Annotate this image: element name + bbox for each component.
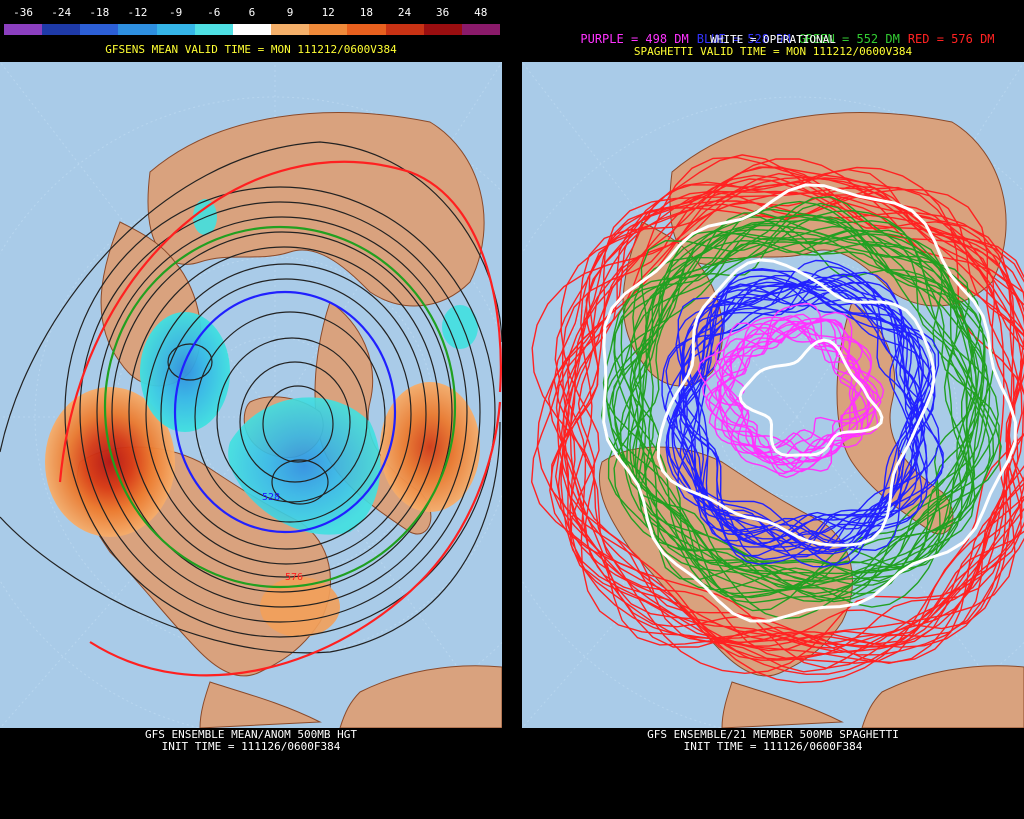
ensemble-member-contour: [713, 319, 885, 473]
right-footer-line1: GFS ENSEMBLE/21 MEMBER 500MB SPAGHETTI: [647, 728, 899, 741]
colorbar-swatch: [271, 24, 310, 35]
panel-divider: [502, 0, 522, 819]
ensemble-member-contour: [560, 181, 1024, 654]
ensemble-member-contour: [634, 224, 977, 575]
ensemble-member-contour: [697, 302, 871, 465]
colorbar-swatch: [42, 24, 81, 35]
colorbar-label: -36: [13, 6, 33, 19]
ensemble-member-contour: [656, 258, 936, 547]
contour-label-528: 528: [262, 492, 280, 503]
colorbar-label: 36: [435, 6, 450, 19]
colorbar-swatches: [4, 24, 501, 35]
colorbar-labels: -36 -24 -18 -12 -9 -6 6 9 12 18 24 36 48: [4, 6, 500, 20]
colorbar-label: -6: [207, 6, 221, 19]
legend-purple: PURPLE = 498 DM: [580, 32, 689, 46]
colorbar-label: -9: [169, 6, 183, 19]
contour-552: [103, 225, 457, 589]
spaghetti-map: [522, 62, 1024, 728]
legend-red: RED = 576 DM: [907, 32, 995, 46]
colorbar-label: -18: [89, 6, 110, 19]
right-valid-time-title: SPAGHETTI VALID TIME = MON 111212/0600V3…: [633, 45, 913, 58]
ensemble-member-contour: [629, 241, 968, 591]
left-footer-line2: INIT TIME = 111126/0600F384: [161, 740, 341, 753]
ensemble-mean-panel: -36 -24 -18 -12 -9 -6 6 9 12 18 24 36 48 GFSENS MEAN…: [0, 0, 502, 819]
colorbar-swatch: [4, 24, 43, 35]
ensemble-member-contour: [714, 311, 864, 449]
colorbar-label: 9: [286, 6, 294, 19]
colorbar-label: -24: [51, 6, 72, 19]
contour-label-576: 576: [285, 572, 303, 583]
contour-576: [58, 160, 502, 483]
ensemble-member-contour: [577, 194, 1024, 648]
colorbar-swatch: [232, 24, 272, 35]
spaghetti-legend: PURPLE = 498 DM BLUE = 528 DM GREEN = 552 …: [522, 18, 1024, 60]
ensemble-member-contour: [613, 214, 991, 603]
anomaly-colorbar: -36 -24 -18 -12 -9 -6 6 9 12 18 24 36 48: [4, 6, 501, 36]
ensemble-member-contour: [721, 317, 875, 461]
legend-blue: BLUE = 528 DM: [696, 32, 791, 46]
colorbar-swatch: [80, 24, 119, 35]
ensemble-member-contour: [716, 318, 879, 473]
spaghetti-498-members: [697, 302, 885, 479]
colorbar-swatch: [385, 24, 424, 35]
ensemble-member-contour: [530, 154, 1024, 664]
left-valid-time-title: GFSENS MEAN VALID TIME = MON 111212/0600…: [105, 43, 397, 56]
spaghetti-panel: PURPLE = 498 DM BLUE = 528 DM GREEN = 552 …: [522, 0, 1024, 819]
legend-green: GREEN = 552 DM: [798, 32, 900, 46]
ensemble-member-contour: [678, 281, 929, 548]
colorbar-swatch: [118, 24, 157, 35]
ensemble-member-contour: [675, 281, 923, 545]
ensemble-member-contour: [569, 200, 1015, 648]
contour-576-south: [89, 401, 502, 677]
colorbar-label: 6: [248, 6, 256, 19]
ensemble-member-contour: [664, 279, 919, 558]
ensemble-member-contour: [672, 275, 923, 545]
height-contours: [0, 141, 502, 654]
colorbar-label: 24: [397, 6, 412, 19]
contour-528: [173, 290, 397, 534]
ensemble-member-contour: [569, 187, 1024, 649]
colorbar-swatch: [194, 24, 233, 35]
legend-white-operational: WHITE = OPERATIONAL: [710, 33, 836, 46]
ensemble-member-contour: [531, 166, 1024, 675]
ensemble-member-contour: [630, 233, 980, 592]
colorbar-swatch: [309, 24, 348, 35]
ensemble-member-contour: [607, 216, 978, 595]
colorbar-label: -12: [127, 6, 148, 19]
ensemble-member-contour: [661, 276, 928, 565]
ensemble-member-contour: [560, 190, 1024, 656]
ensemble-member-contour: [557, 174, 1024, 660]
ensemble-member-contour: [667, 275, 925, 553]
colorbar-label: 18: [359, 6, 373, 19]
colorbar-label: 12: [321, 6, 335, 19]
colorbar-swatch: [347, 24, 386, 35]
ensemble-member-contour: [705, 323, 861, 470]
ensemble-member-contour: [554, 186, 1016, 647]
ensemble-member-contour: [677, 279, 919, 542]
spaghetti-576-members: [530, 154, 1024, 684]
colorbar-label: 48: [474, 6, 488, 19]
left-footer-line1: GFS ENSEMBLE MEAN/ANOM 500MB HGT: [145, 728, 357, 741]
ensemble-member-contour: [697, 283, 937, 548]
ensemble-member-contour: [718, 319, 876, 466]
ensemble-member-contour: [665, 273, 923, 552]
spaghetti-operational: [602, 183, 1018, 623]
right-footer-line2: INIT TIME = 111126/0600F384: [683, 740, 863, 753]
colorbar-swatch: [156, 24, 195, 35]
ensemble-member-contour: [683, 290, 923, 549]
ensemble-member-contour: [665, 267, 931, 555]
ensemble-member-contour: [738, 338, 884, 457]
ensemble-member-contour: [613, 209, 991, 599]
colorbar-swatch: [461, 24, 501, 35]
ensemble-mean-map: 528 576: [0, 62, 502, 728]
ensemble-member-contour: [555, 156, 1024, 669]
ensemble-member-contour: [602, 183, 1018, 623]
ensemble-member-contour: [605, 215, 999, 620]
ensemble-member-contour: [714, 313, 872, 461]
colorbar-swatch: [423, 24, 462, 35]
